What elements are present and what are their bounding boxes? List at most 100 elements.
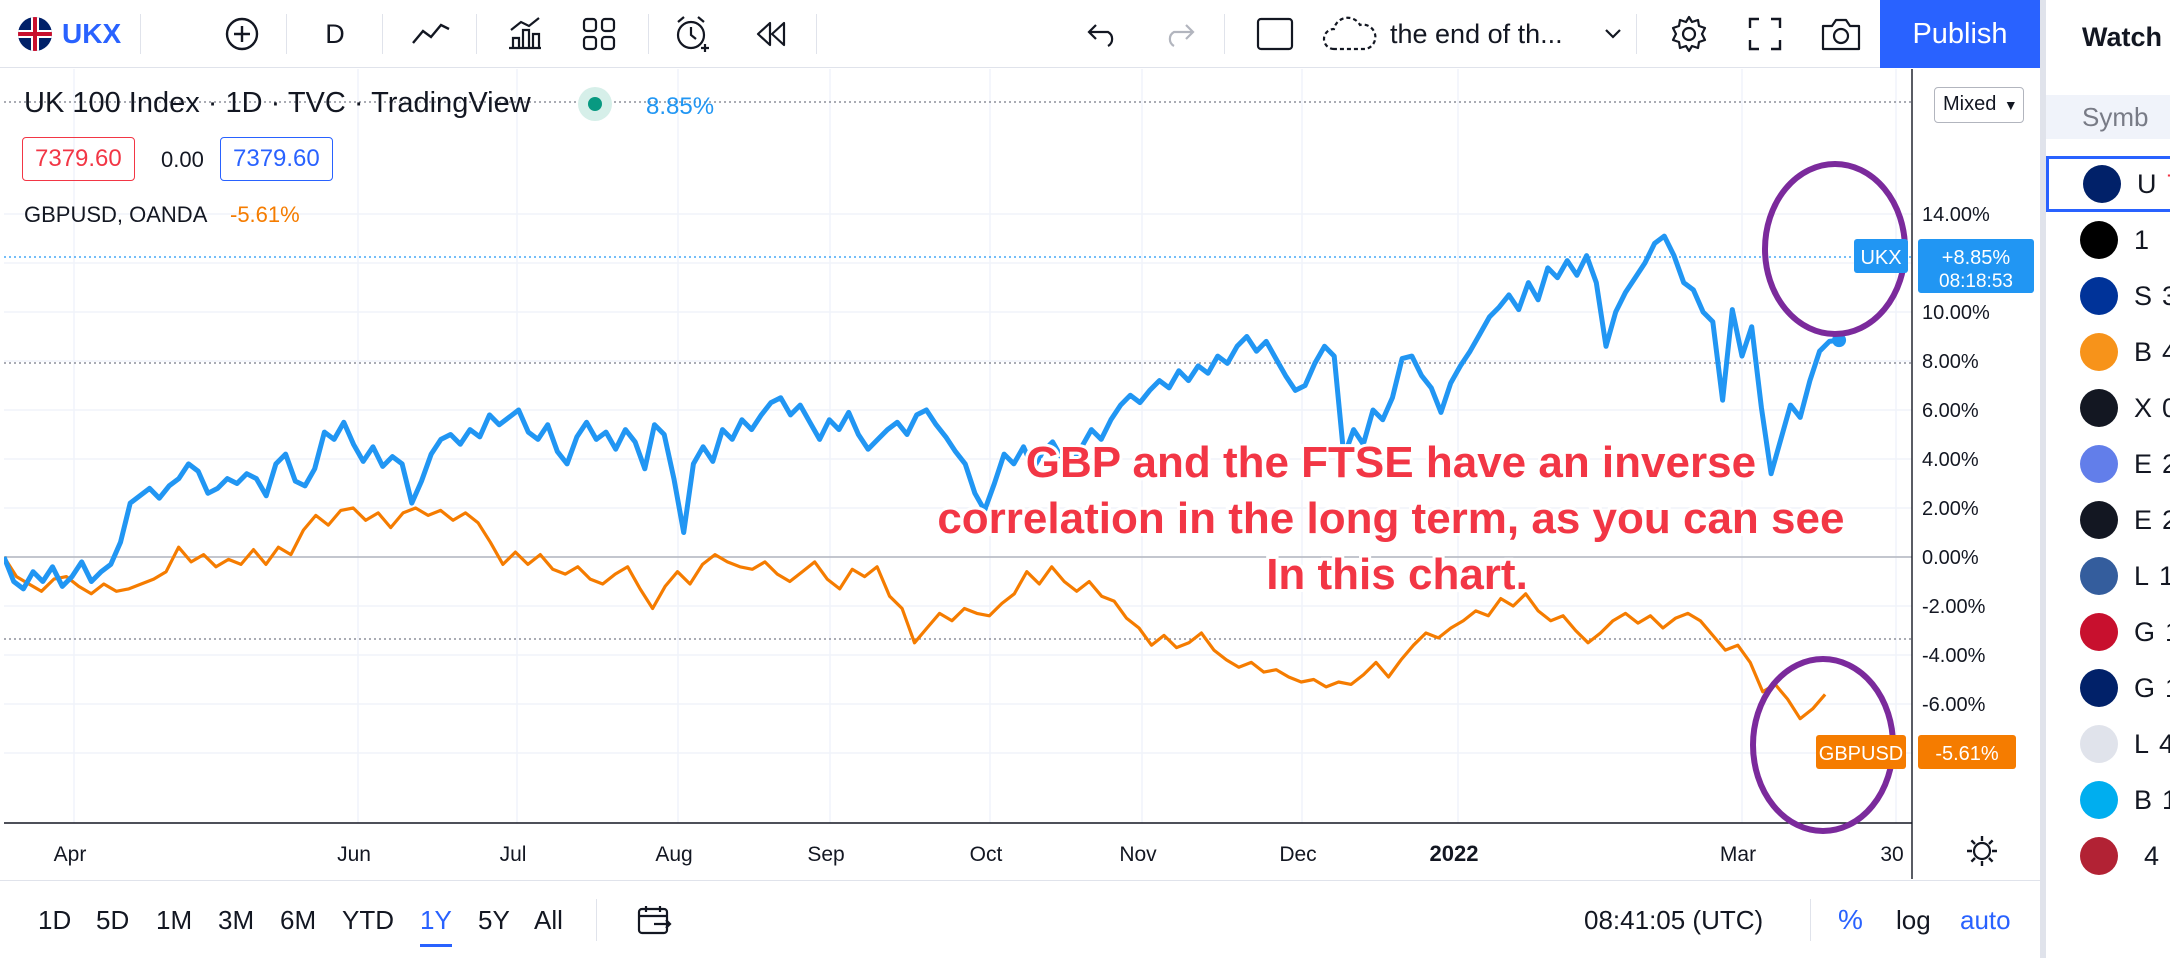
watchlist-symbol: B (2134, 336, 2153, 367)
settings-button[interactable] (1666, 0, 1712, 68)
watchlist-title[interactable]: Watch (2082, 22, 2162, 52)
chevron-down-icon (1605, 29, 1621, 39)
lloyds-icon (2080, 725, 2118, 763)
annotation-line-1: GBP and the FTSE have an inverse (1026, 438, 1756, 487)
series-line-ukx[interactable] (4, 233, 1840, 592)
layout-name-label: the end of th... (1390, 18, 1563, 49)
range-button-ytd[interactable]: YTD (342, 904, 394, 935)
undo-button[interactable] (1080, 0, 1126, 68)
scale-mode-dropdown[interactable]: Mixed ▼ (1934, 87, 2024, 123)
toolbar-divider (286, 14, 287, 54)
chart-pane[interactable]: 14.00%12.00%10.00%8.00%6.00%4.00%2.00%0.… (4, 69, 2040, 879)
active-range-underline (420, 944, 452, 947)
indicators-button[interactable] (502, 0, 548, 68)
layout-button[interactable] (1252, 0, 1298, 68)
percent-scale-toggle[interactable]: % (1838, 904, 1863, 935)
watchlist-row[interactable]: G1 (2046, 604, 2170, 660)
range-button-5d[interactable]: 5D (96, 904, 130, 935)
range-button-1y[interactable]: 1Y (420, 881, 452, 958)
gear-icon (1671, 15, 1707, 53)
watchlist-last-price: 1 (2165, 617, 2170, 648)
gbp-tag-box (1816, 735, 1906, 769)
y-tick-label: 0.00% (1922, 547, 1979, 569)
watchlist-row[interactable]: 1 (2046, 212, 2170, 268)
x-tick-label: Dec (1279, 843, 1316, 866)
watchlist-last-price: 4 (2144, 840, 2160, 871)
series-line-gbpusd[interactable] (4, 506, 1827, 721)
x-tick-label: Aug (655, 843, 692, 866)
y-tick-label: 2.00% (1922, 498, 1979, 520)
range-button-all[interactable]: All (534, 904, 563, 935)
bottom-toolbar: 1D 5D 1M 3M 6M YTD 1Y 5Y All 08:41:05 (UTC) % lo… (0, 880, 2040, 958)
interval-button[interactable]: D (310, 0, 360, 68)
chart-style-button[interactable] (408, 0, 454, 68)
snapshot-button[interactable] (1818, 0, 1864, 68)
axis-settings-gear-icon[interactable] (1967, 836, 1997, 866)
panel-divider[interactable] (2040, 0, 2045, 958)
sell-price-box[interactable]: 7379.60 (22, 137, 135, 181)
gbpusd-flag-icon (2080, 613, 2118, 651)
range-button-1m[interactable]: 1M (156, 904, 193, 935)
utc-clock[interactable]: 08:41:05 (UTC) (1584, 904, 1764, 935)
range-button-5y[interactable]: 5Y (478, 904, 510, 935)
ukx-value-box (1918, 239, 2034, 293)
watchlist-symbol: B (2134, 784, 2153, 815)
watchlist-last-price: 1 (2159, 560, 2170, 591)
annotation-text[interactable]: GBP and the FTSE have an inverse correla… (934, 435, 1856, 602)
range-button-1d[interactable]: 1D (38, 904, 72, 935)
chart-canvas[interactable]: 14.00%12.00%10.00%8.00%6.00%4.00%2.00%0.… (4, 69, 2040, 879)
fullscreen-button[interactable] (1742, 0, 1788, 68)
watchlist-last-price: 4 (2159, 728, 2170, 759)
toolbar-divider (140, 14, 141, 54)
log-scale-toggle[interactable]: log (1896, 904, 1931, 935)
uk-flag-icon (18, 17, 52, 51)
main-series-title[interactable]: UK 100 Index · 1D · TVC · TradingView (24, 87, 531, 119)
camera-icon (1821, 18, 1861, 51)
x-tick-label: Mar (1720, 843, 1756, 866)
market-status-indicator[interactable] (578, 87, 612, 121)
range-button-6m[interactable]: 6M (280, 904, 317, 935)
watchlist-row[interactable]: U7 (2046, 156, 2170, 212)
auto-scale-toggle[interactable]: auto (1960, 904, 2011, 935)
buy-price-box[interactable]: 7379.60 (220, 137, 333, 181)
time-axis[interactable]: Apr Jun Jul Aug Sep Oct Nov Dec 2022 Mar 30 (54, 841, 1904, 866)
bitcoin-icon (2080, 333, 2118, 371)
publish-button[interactable]: Publish (1880, 0, 2040, 68)
layout-name-dropdown[interactable]: the end of th... (1322, 0, 1622, 68)
watchlist-last-price: 3 (2162, 280, 2170, 311)
watchlist-row[interactable]: G1 (2046, 660, 2170, 716)
annotation-line-3: In this chart. (1266, 550, 1528, 599)
fullscreen-icon (1748, 17, 1782, 51)
watchlist-last-price: 7 (2167, 169, 2170, 200)
alert-button[interactable] (670, 0, 716, 68)
watchlist-symbol: E (2134, 504, 2153, 535)
watchlist-symbol: 1 (2134, 224, 2150, 255)
compare-add-button[interactable] (222, 0, 262, 68)
range-button-3m[interactable]: 3M (218, 904, 255, 935)
ukx-tag-box (1854, 239, 1908, 273)
symbol-search-button[interactable]: UKX (18, 0, 138, 68)
redo-button[interactable] (1156, 0, 1202, 68)
compare-series-title[interactable]: GBPUSD, OANDA (24, 202, 208, 227)
watchlist-row[interactable]: 4 (2046, 828, 2170, 884)
y-tick-label: 10.00% (1922, 302, 1990, 324)
replay-button[interactable] (748, 0, 794, 68)
goto-date-button[interactable] (636, 881, 676, 958)
ukx-value-label: +8.85% (1942, 247, 2011, 269)
price-axis[interactable]: 14.00%12.00%10.00%8.00%6.00%4.00%2.00%0.… (1922, 204, 1990, 765)
watchlist-last-price: 2 (2162, 448, 2170, 479)
symbol-column-label: Symb (2082, 102, 2149, 132)
watchlist-column-header[interactable]: Symb (2046, 95, 2170, 139)
y-tick-label: -6.00% (1922, 694, 1986, 716)
scale-mode-label: Mixed (1943, 93, 1997, 115)
templates-button[interactable] (576, 0, 622, 68)
toolbar-divider (816, 14, 817, 54)
